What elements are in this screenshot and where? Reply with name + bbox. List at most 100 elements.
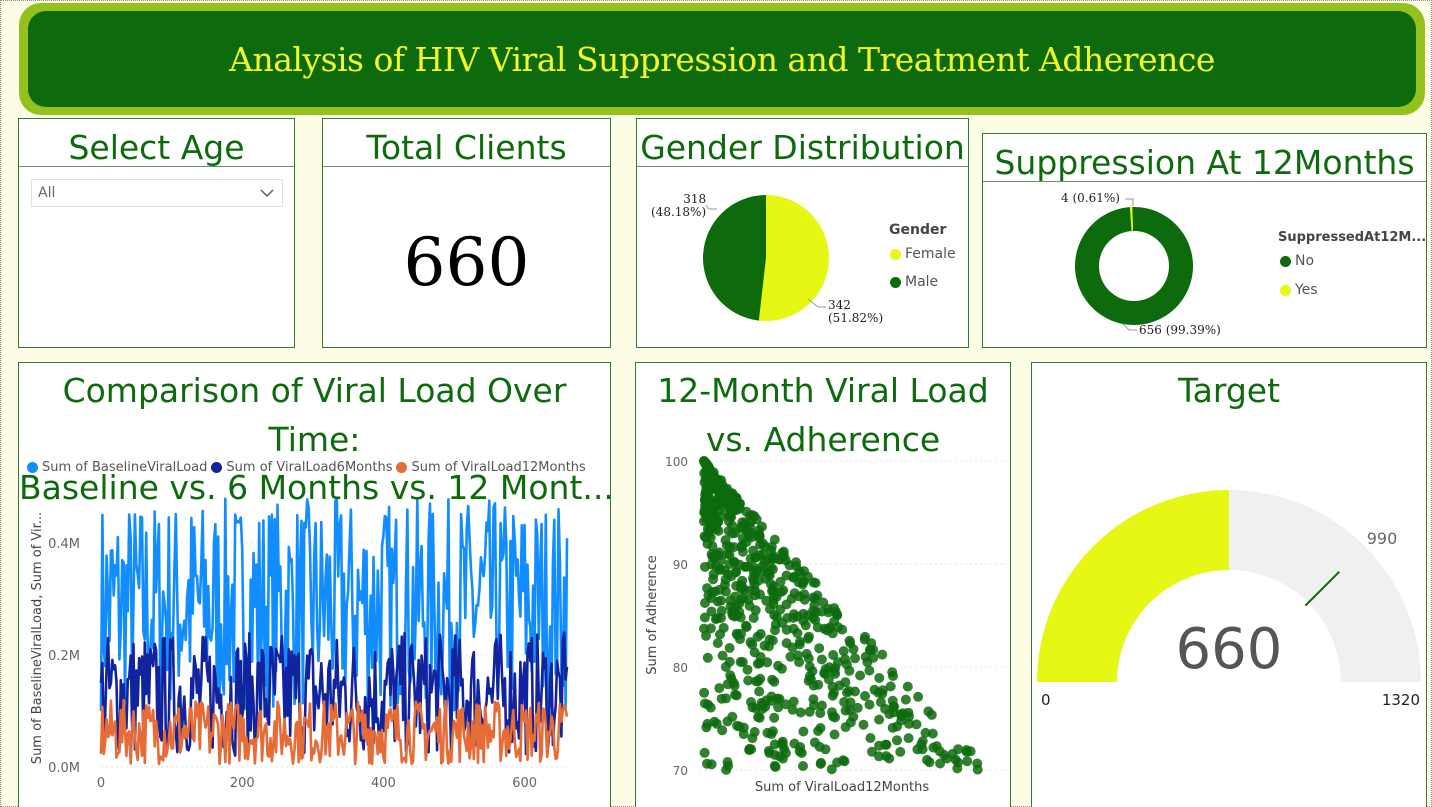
scatter-point bbox=[755, 629, 766, 639]
legend-label: Male bbox=[905, 274, 939, 290]
scatter-point bbox=[706, 559, 717, 570]
y-tick-label: 0.4M bbox=[48, 537, 80, 552]
scatter-point bbox=[701, 506, 712, 517]
legend-item-male[interactable]: Male bbox=[890, 274, 938, 290]
legend-item-baseline[interactable]: Sum of BaselineViralLoad bbox=[27, 460, 207, 475]
scatter-point bbox=[813, 726, 824, 736]
scatter-point bbox=[828, 650, 839, 660]
scatter-point bbox=[808, 612, 819, 623]
scatter-point bbox=[743, 675, 754, 686]
scatter-point bbox=[737, 657, 748, 667]
gauge-target-label: 990 bbox=[1367, 529, 1398, 548]
x-tick-label: 200 bbox=[230, 776, 255, 791]
scatter-point bbox=[706, 606, 717, 617]
scatter-point bbox=[732, 720, 743, 731]
scatter-point bbox=[888, 671, 898, 681]
scatter-point bbox=[765, 553, 776, 564]
scatter-point bbox=[826, 764, 837, 775]
gauge-title: Target bbox=[1177, 371, 1281, 410]
scatter-point bbox=[788, 623, 799, 634]
viral-load-line-chart[interactable]: 0.4M 0.2M 0.0M 0 200 400 600 Sum of BaselineVir… bbox=[19, 363, 611, 807]
legend-item-yes[interactable]: Yes bbox=[1280, 282, 1318, 298]
scatter-point bbox=[917, 736, 928, 747]
y-tick-label: 0.0M bbox=[48, 761, 80, 776]
total-clients-card: Total Clients 660 bbox=[322, 118, 611, 348]
scatter-point bbox=[864, 665, 875, 676]
y-tick-label: 70 bbox=[673, 764, 688, 778]
scatter-point bbox=[810, 578, 821, 588]
scatter-point bbox=[804, 661, 815, 672]
scatter-point bbox=[812, 622, 823, 633]
scatter-point bbox=[887, 695, 898, 706]
scatter-point bbox=[754, 658, 765, 668]
scatter-point bbox=[877, 649, 888, 660]
scatter-point bbox=[769, 760, 780, 771]
y-tick-label: 90 bbox=[673, 558, 688, 572]
scatter-title-2: vs. Adherence bbox=[705, 420, 941, 459]
scatter-point bbox=[731, 580, 742, 591]
age-dropdown-value: All bbox=[38, 185, 56, 201]
scatter-point bbox=[713, 517, 724, 527]
scatter-point bbox=[864, 699, 875, 710]
legend-dot bbox=[211, 462, 223, 473]
scatter-point bbox=[868, 652, 879, 663]
scatter-point bbox=[703, 699, 713, 710]
scatter-point bbox=[738, 729, 749, 740]
scatter-point bbox=[716, 475, 727, 486]
scatter-point bbox=[904, 711, 914, 722]
scatter-point bbox=[864, 645, 875, 655]
scatter-point bbox=[900, 694, 911, 705]
scatter-point bbox=[816, 606, 827, 617]
scatter-point bbox=[743, 526, 754, 537]
scatter-point bbox=[809, 600, 820, 611]
scatter-point bbox=[769, 676, 780, 687]
scatter-point bbox=[962, 756, 973, 767]
target-gauge[interactable]: 990 660 0 1320 bbox=[1032, 363, 1427, 807]
y-tick-label: 100 bbox=[665, 455, 688, 469]
scatter-point bbox=[718, 490, 729, 501]
scatter-point bbox=[842, 687, 852, 698]
scatter-point bbox=[700, 487, 711, 498]
scatter-point bbox=[702, 758, 712, 769]
scatter-point bbox=[787, 704, 798, 715]
legend-item-female[interactable]: Female bbox=[890, 246, 956, 262]
chevron-down-icon bbox=[260, 189, 274, 197]
scatter-point bbox=[844, 704, 855, 715]
scatter-point bbox=[815, 708, 826, 719]
male-slice-label: 318 (48.18%) bbox=[651, 193, 706, 219]
scatter-point bbox=[777, 753, 788, 764]
scatter-point bbox=[699, 612, 710, 623]
legend-item-6months[interactable]: Sum of ViralLoad6Months bbox=[211, 460, 392, 475]
scatter-point bbox=[720, 586, 731, 597]
legend-item-12months[interactable]: Sum of ViralLoad12Months bbox=[396, 460, 586, 475]
scatter-point bbox=[795, 707, 806, 718]
scatter-point bbox=[719, 565, 730, 576]
x-tick-label: 0 bbox=[97, 776, 105, 791]
line-chart-title-2: Time: bbox=[268, 420, 361, 459]
scatter-point bbox=[809, 737, 820, 748]
y-axis-label: Sum of Adherence bbox=[645, 555, 660, 675]
scatter-point bbox=[888, 707, 899, 718]
pie-slice-male bbox=[702, 195, 766, 321]
scatter-point bbox=[860, 691, 870, 701]
scatter-point bbox=[720, 535, 731, 546]
scatter-point bbox=[813, 679, 824, 690]
legend-item-no[interactable]: No bbox=[1280, 253, 1314, 269]
x-tick-label: 600 bbox=[512, 776, 537, 791]
female-count: 342 bbox=[828, 298, 851, 312]
legend-dot bbox=[27, 462, 38, 473]
scatter-point bbox=[762, 657, 773, 668]
suppression-donut-chart[interactable] bbox=[983, 134, 1427, 348]
gender-pie-chart[interactable] bbox=[637, 119, 969, 348]
scatter-point bbox=[781, 638, 792, 649]
age-slicer-card: Select Age All bbox=[18, 118, 295, 348]
scatter-point bbox=[731, 601, 742, 612]
scatter-point bbox=[770, 619, 781, 630]
scatter-point bbox=[972, 764, 983, 775]
scatter-point bbox=[814, 643, 825, 654]
adherence-scatter-chart[interactable]: 100 90 80 70 Sum of Adherence Sum of ViralLoa… bbox=[636, 363, 1011, 807]
scatter-point bbox=[741, 622, 752, 632]
scatter-point bbox=[803, 631, 814, 642]
age-dropdown[interactable]: All bbox=[31, 179, 283, 207]
scatter-point bbox=[965, 746, 976, 757]
